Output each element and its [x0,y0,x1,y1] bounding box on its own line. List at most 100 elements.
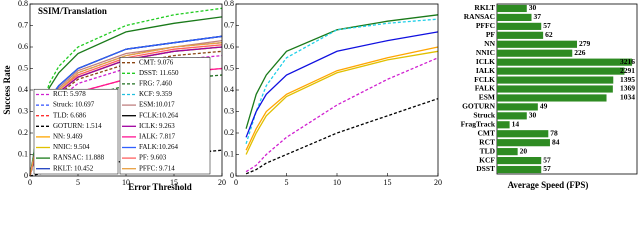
legend-label: KCF: 9.359 [139,90,173,98]
y-tick-label: 0.8 [18,0,28,8]
x-tick-label: 10 [333,178,341,187]
legend-label: FCLK:10.264 [139,111,179,119]
series-line [245,14,439,129]
y-tick-label: 0 [24,171,28,180]
category-label: PF [486,30,496,39]
legend-label: IALK: 7.817 [139,133,176,141]
value-label: 78 [550,128,558,137]
y-tick-label: 0.5 [224,63,234,72]
series-line [29,50,223,177]
bar [497,49,573,57]
y-tick-label: 0.1 [18,149,28,158]
legend-label: TLD: 6.686 [53,111,87,119]
axes-frame [235,3,439,177]
y-tick-label: 0.8 [224,0,234,8]
series-line [245,57,439,173]
series-line [245,18,439,144]
legend-label: GOTURN: 1.514 [53,122,102,130]
bar [497,121,510,129]
x-tick-label: 0 [28,178,32,187]
value-label: 3216 [620,57,635,66]
x-tick-label: 5 [285,178,289,187]
x-tick-label: 5 [76,178,80,187]
value-label: 14 [512,120,520,129]
y-tick-label: 0.3 [224,106,234,115]
x-tick-label: 20 [434,178,442,187]
axes-frame [29,3,223,177]
figure: SSIM/Translation Success Rate Error Thre… [2,0,638,192]
bar [497,58,633,66]
category-label: DSST [476,164,495,173]
category-label: TLD [480,146,496,155]
bar [497,31,544,39]
value-label: 1395 [620,75,635,84]
legend-label: RANSAC: 11.888 [53,154,105,162]
x-tick-label: 20 [218,178,226,187]
x-axis-label: Error Threshold [128,182,192,192]
category-label: GOTURN [462,102,496,111]
category-label: FALK [475,84,495,93]
x-axis-label: Average Speed (FPS) [508,180,589,190]
category-label: RCT [479,137,495,146]
x-tick-label: 15 [384,178,392,187]
bar [497,40,578,48]
bar [497,4,527,13]
value-label: 1369 [620,84,635,93]
bar [497,76,614,84]
y-tick-label: 0.4 [18,85,28,94]
y-tick-label: 0.6 [224,42,234,51]
y-tick-label: 0.4 [224,85,234,94]
bar [497,67,625,75]
category-label: KCF [479,155,495,164]
series-line [245,97,439,175]
legend-box [33,88,119,175]
x-tick-label: 10 [122,178,130,187]
value-label: 84 [552,137,560,146]
bar [497,103,538,111]
y-tick-label: 0.1 [224,149,234,158]
bar [497,157,542,165]
legend-label: NN: 9.469 [53,133,83,141]
y-tick-label: 0.7 [224,20,234,29]
series-line [245,31,439,138]
category-label: NN [484,39,495,48]
category-label: RANSAC [464,12,495,21]
legend-label: Struck: 10.697 [53,101,95,109]
category-label: RKLT [474,3,495,12]
y-tick-label: 0.5 [18,63,28,72]
legend-label: NNIC: 9.504 [53,143,90,151]
category-label: IALK [476,66,495,75]
legend-label: DSST: 11.650 [139,69,179,77]
category-label: ICLK [476,57,495,66]
x-tick-label: 15 [170,178,178,187]
legend-label: PF: 9.603 [139,154,167,162]
value-label: 20 [520,146,528,155]
category-label: NNIC [476,48,495,57]
bar [497,22,542,30]
value-label: 62 [545,30,553,39]
series-line [29,7,223,177]
category-label: FCLK [474,75,495,84]
chart-title: SSIM/Translation [38,6,107,16]
legend-label: RKLT: 10.452 [53,164,94,172]
series-line [245,46,439,151]
value-label: 57 [543,21,551,30]
value-label: 1034 [620,93,635,102]
legend-label: FRG: 7.460 [139,80,173,88]
value-label: 49 [540,102,548,111]
bar [497,139,550,147]
bar [497,148,518,156]
x-tick-label: 0 [234,178,238,187]
category-label: CMT [478,128,496,137]
legend-label: FALK:10.264 [139,143,178,151]
value-label: 279 [579,39,591,48]
y-tick-label: 0.3 [18,106,28,115]
y-tick-label: 0.2 [18,128,28,137]
bar [497,165,542,174]
y-axis-label: Success Rate [2,65,12,114]
value-label: 226 [574,48,586,57]
bar [497,94,607,102]
category-label: PFFC [476,21,495,30]
bar [497,13,532,21]
value-label: 30 [529,3,537,12]
